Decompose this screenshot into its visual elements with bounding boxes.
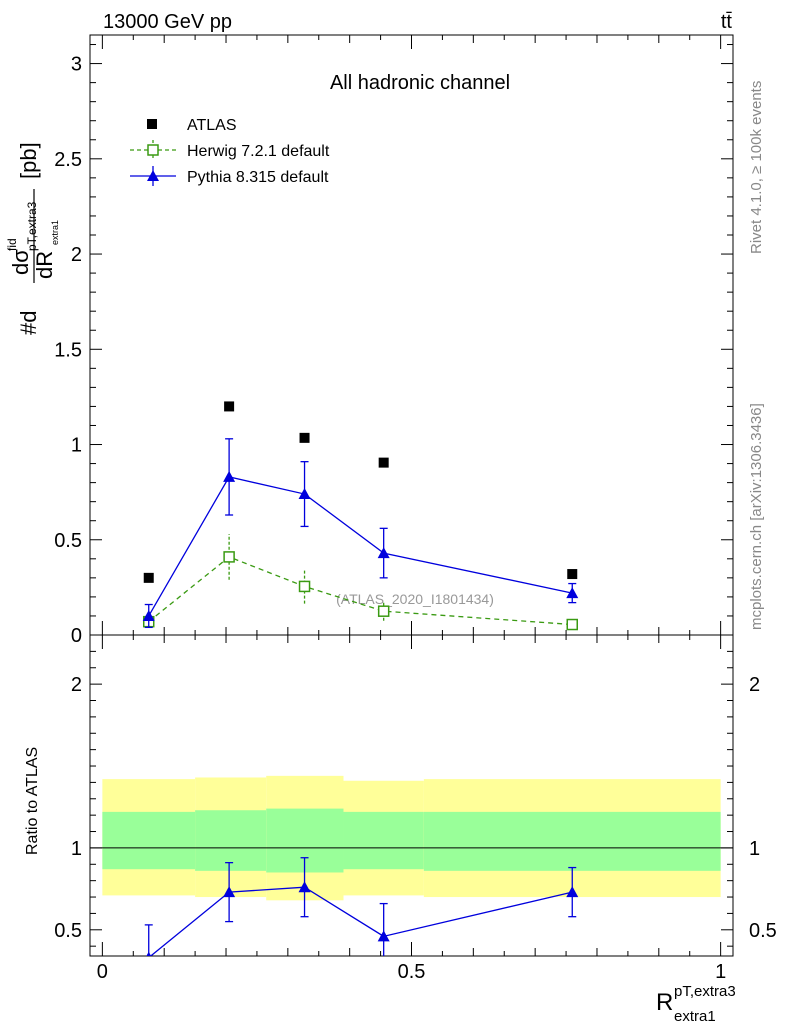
svg-text:#d: #d xyxy=(16,311,41,335)
x-tick-label: 1 xyxy=(715,961,726,983)
ratio-pythia-point xyxy=(377,930,390,942)
svg-text:pT,extra3: pT,extra3 xyxy=(674,983,736,1000)
legend-entry-pythia: Pythia 8.315 default xyxy=(130,166,329,186)
ratio-uncertainty-band-inner xyxy=(102,811,196,870)
pythia-point xyxy=(142,609,155,621)
rivet-version-label: Rivet 4.1.0, ≥ 100k events xyxy=(748,81,765,254)
legend-entry-atlas: ATLAS xyxy=(147,117,237,134)
xlabel-subscript: extra1 xyxy=(674,1008,716,1024)
legend-pythia-marker xyxy=(147,170,159,181)
pythia-point xyxy=(566,587,579,599)
ratio-y-tick-label-right: 0.5 xyxy=(749,920,777,942)
main-y-tick-label: 2 xyxy=(71,244,82,266)
ratio-pythia-point xyxy=(298,881,311,893)
main-ticks: 0 0.5 1 1.5 2 2.5 3 xyxy=(54,35,733,647)
legend: ATLAS Herwig 7.2.1 default Pythia 8.315 … xyxy=(130,117,330,186)
legend-herwig-label: Herwig 7.2.1 default xyxy=(187,143,330,160)
ylabel-superscript: fid xyxy=(5,238,19,251)
svg-text:dσ: dσ xyxy=(8,249,33,275)
svg-text:[pb]: [pb] xyxy=(16,142,41,179)
ratio-series-group xyxy=(144,857,579,956)
ylabel-num-subscript: pT,extra3 xyxy=(25,201,39,251)
main-panel: 0 0.5 1 1.5 2 2.5 3 All hadronic channel (ATLA… xyxy=(5,34,734,647)
svg-text:extra1: extra1 xyxy=(674,1008,716,1024)
legend-atlas-label: ATLAS xyxy=(187,117,237,134)
main-y-tick-label: 1.5 xyxy=(54,339,82,361)
ratio-y-tick-label: 1 xyxy=(71,838,82,860)
ratio-uncertainty-band-inner xyxy=(343,811,424,870)
ratio-bands xyxy=(90,775,733,901)
ylabel-prefix: #d xyxy=(16,311,41,335)
herwig-point xyxy=(223,551,235,563)
atlas-point xyxy=(378,457,389,468)
main-y-tick-label: 0.5 xyxy=(54,530,82,552)
ratio-ticks: 0.5 0.5 1 1 2 2 0 0.5 1 xyxy=(54,635,777,983)
mcplots-label: mcplots.cern.ch [arXiv:1306.3436] xyxy=(748,403,765,630)
main-title: All hadronic channel xyxy=(330,72,510,94)
pythia-point xyxy=(377,547,390,559)
x-axis-label: R pT,extra3 extra1 xyxy=(656,983,736,1024)
herwig-point xyxy=(298,580,311,593)
ratio-pythia-point xyxy=(146,951,152,956)
legend-pythia-label: Pythia 8.315 default xyxy=(187,169,329,186)
svg-text:pT,extra3: pT,extra3 xyxy=(25,201,39,251)
ylabel-unit: [pb] xyxy=(16,142,41,179)
ylabel-numerator: dσ xyxy=(8,249,33,275)
main-y-axis-label: #d dσ fid pT,extra3 dR extra1 [pb] xyxy=(5,142,60,335)
svg-text:extra1: extra1 xyxy=(50,220,60,245)
ratio-uncertainty-band-inner xyxy=(423,811,721,871)
main-y-tick-label: 2.5 xyxy=(54,149,82,171)
svg-text:dR: dR xyxy=(32,251,57,279)
ratio-panel: 0.5 0.5 1 1 2 2 0 0.5 1 Ratio to ATLAS R pT,extr… xyxy=(24,634,777,1024)
pythia-point xyxy=(223,470,236,482)
legend-herwig-marker xyxy=(147,144,159,156)
ratio-y-tick-label: 0.5 xyxy=(54,920,82,942)
ratio-y-tick-label-right: 2 xyxy=(749,674,760,696)
energy-label: 13000 GeV pp xyxy=(103,11,232,33)
main-y-tick-label: 3 xyxy=(71,54,82,76)
legend-atlas-marker xyxy=(147,119,157,129)
atlas-point xyxy=(299,432,310,443)
herwig-point xyxy=(566,618,578,631)
ratio-y-axis-label: Ratio to ATLAS xyxy=(24,747,41,855)
ratio-pythia-point xyxy=(223,886,236,898)
legend-entry-herwig: Herwig 7.2.1 default xyxy=(130,140,330,160)
atlas-point xyxy=(567,569,578,580)
xlabel-base: R xyxy=(656,989,673,1016)
ratio-y-tick-label-right: 1 xyxy=(749,838,760,860)
atlas-point xyxy=(224,401,235,412)
xlabel-superscript: pT,extra3 xyxy=(674,983,736,1000)
ratio-pythia-point xyxy=(566,886,579,898)
x-tick-label: 0 xyxy=(97,961,108,983)
main-y-tick-label: 1 xyxy=(71,435,82,457)
ylabel-den-subscript: extra1 xyxy=(50,220,60,245)
x-tick-label: 0.5 xyxy=(398,961,426,983)
main-series xyxy=(142,401,579,631)
main-y-tick-label: 0 xyxy=(71,625,82,647)
ratio-series xyxy=(144,857,579,956)
ratio-y-tick-label: 2 xyxy=(71,674,82,696)
ratio-uncertainty-band-inner xyxy=(195,810,267,871)
svg-text:fid: fid xyxy=(5,238,19,251)
ylabel-denominator: dR xyxy=(32,251,57,279)
process-label: tt̄ xyxy=(721,11,733,33)
svg-text:R: R xyxy=(656,989,673,1016)
atlas-point xyxy=(143,572,154,583)
herwig-point xyxy=(377,605,390,617)
analysis-watermark: (ATLAS_2020_I1801434) xyxy=(336,591,494,607)
ratio-pythia-line xyxy=(149,886,573,956)
pythia-point xyxy=(298,488,311,500)
